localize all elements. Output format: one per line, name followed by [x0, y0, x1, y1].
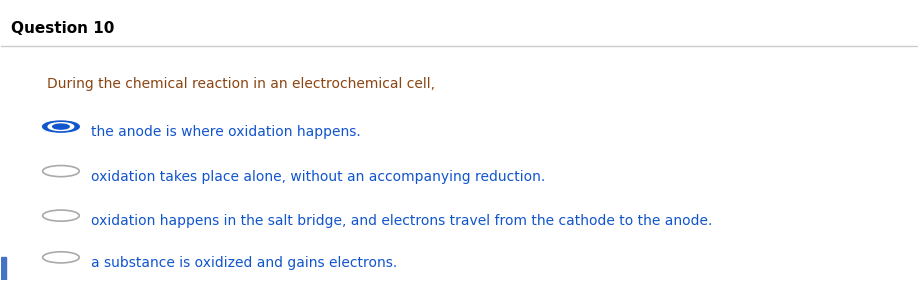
Text: Question 10: Question 10	[10, 21, 114, 36]
Circle shape	[48, 123, 74, 130]
Text: oxidation takes place alone, without an accompanying reduction.: oxidation takes place alone, without an …	[91, 170, 546, 184]
Bar	[2, 257, 6, 280]
Circle shape	[52, 124, 69, 129]
Text: During the chemical reaction in an electrochemical cell,: During the chemical reaction in an elect…	[47, 76, 436, 90]
Text: oxidation happens in the salt bridge, and electrons travel from the cathode to t: oxidation happens in the salt bridge, an…	[91, 214, 712, 228]
Circle shape	[42, 121, 79, 132]
Text: the anode is where oxidation happens.: the anode is where oxidation happens.	[91, 125, 361, 139]
Text: a substance is oxidized and gains electrons.: a substance is oxidized and gains electr…	[91, 256, 397, 270]
